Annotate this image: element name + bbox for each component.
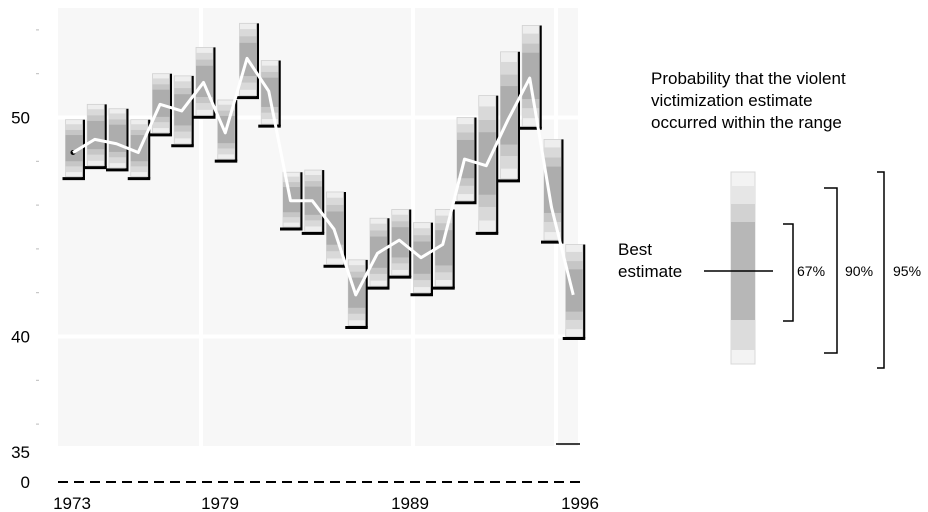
legend-best-estimate-line-2: estimate — [618, 262, 682, 281]
x-tick-label-1973: 1973 — [53, 494, 91, 512]
legend-title-line-2: victimization estimate — [651, 91, 813, 110]
legend-band-inner-light — [731, 320, 755, 350]
legend: Probability that the violent victimizati… — [618, 69, 921, 369]
interval-box-1990 — [432, 209, 455, 290]
legend-bracket-95 — [877, 171, 885, 369]
interval-box-1974 — [84, 103, 107, 170]
x-tick-label-1979: 1979 — [201, 494, 239, 512]
x-tick-label-1989: 1989 — [391, 494, 429, 512]
legend-best-estimate-line-1: Best — [618, 240, 652, 259]
interval-box-1975 — [106, 108, 129, 172]
interval-box-1995 — [541, 138, 564, 244]
y-tick-label-0: 0 — [21, 473, 30, 492]
box-band-67 — [65, 135, 83, 162]
legend-title-line-1: Probability that the violent — [651, 69, 846, 88]
legend-label-67: 67% — [797, 263, 825, 279]
legend-bracket-90 — [824, 187, 838, 354]
y-tick-label-35: 35 — [11, 443, 30, 462]
interval-box-1996 — [562, 244, 586, 340]
interval-box-1973 — [62, 119, 85, 181]
y-tick-label-40: 40 — [11, 328, 30, 347]
legend-label-90: 90% — [845, 263, 873, 279]
box-band-67 — [435, 230, 453, 266]
legend-title-line-3: occurred within the range — [651, 113, 842, 132]
x-tick-label-1996: 1996 — [561, 494, 599, 512]
axes — [58, 443, 580, 483]
y-tick-labels: 50 40 35 0 — [11, 109, 30, 493]
box-band-67 — [87, 120, 105, 150]
interval-box-1989 — [410, 222, 433, 297]
legend-bracket-67 — [783, 223, 794, 322]
box-band-67 — [544, 166, 561, 213]
legend-label-95: 95% — [893, 263, 921, 279]
y-tick-label-50: 50 — [11, 109, 30, 128]
estimate-line — [72, 56, 575, 297]
x-tick-labels: 1973 1979 1989 1996 — [53, 494, 599, 512]
